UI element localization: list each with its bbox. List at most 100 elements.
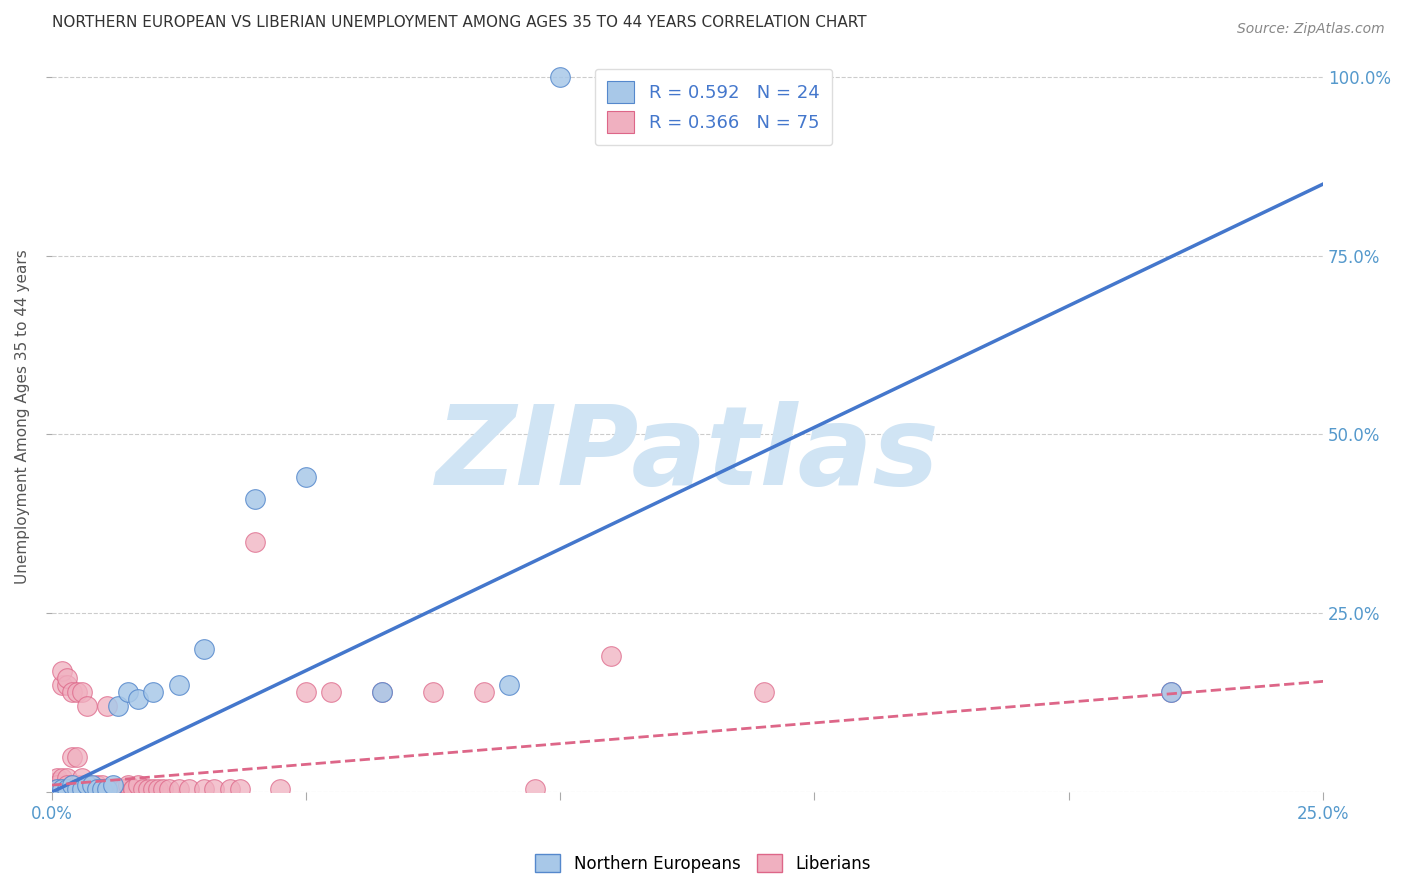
Point xyxy=(76,781,98,796)
Point xyxy=(56,671,79,685)
Point xyxy=(107,781,129,796)
Point xyxy=(45,781,67,796)
Point xyxy=(752,685,775,699)
Point xyxy=(127,692,149,706)
Point xyxy=(148,781,170,796)
Point xyxy=(193,642,215,657)
Point xyxy=(66,749,89,764)
Point xyxy=(142,781,165,796)
Point xyxy=(107,699,129,714)
Point xyxy=(70,781,93,796)
Point xyxy=(167,678,190,692)
Point xyxy=(51,781,73,796)
Point xyxy=(96,781,118,796)
Point xyxy=(142,685,165,699)
Point xyxy=(91,778,114,792)
Point xyxy=(122,781,145,796)
Point xyxy=(51,664,73,678)
Point xyxy=(1160,685,1182,699)
Point xyxy=(295,685,318,699)
Point xyxy=(60,685,83,699)
Point xyxy=(76,781,98,796)
Point xyxy=(101,781,124,796)
Point xyxy=(45,778,67,792)
Point xyxy=(132,781,155,796)
Point xyxy=(51,771,73,785)
Point xyxy=(136,781,159,796)
Point xyxy=(70,771,93,785)
Point xyxy=(45,781,67,796)
Legend: R = 0.592   N = 24, R = 0.366   N = 75: R = 0.592 N = 24, R = 0.366 N = 75 xyxy=(595,69,832,145)
Point xyxy=(111,781,134,796)
Point xyxy=(229,781,252,796)
Point xyxy=(269,781,291,796)
Point xyxy=(600,649,623,664)
Point xyxy=(56,771,79,785)
Point xyxy=(177,781,200,796)
Point xyxy=(76,778,98,792)
Point xyxy=(422,685,444,699)
Point xyxy=(117,778,139,792)
Point xyxy=(56,781,79,796)
Y-axis label: Unemployment Among Ages 35 to 44 years: Unemployment Among Ages 35 to 44 years xyxy=(15,249,30,584)
Point xyxy=(111,781,134,796)
Point xyxy=(523,781,546,796)
Point xyxy=(91,781,114,796)
Point xyxy=(86,781,108,796)
Point xyxy=(122,781,145,796)
Text: NORTHERN EUROPEAN VS LIBERIAN UNEMPLOYMENT AMONG AGES 35 TO 44 YEARS CORRELATION: NORTHERN EUROPEAN VS LIBERIAN UNEMPLOYME… xyxy=(52,15,866,30)
Point xyxy=(51,678,73,692)
Legend: Northern Europeans, Liberians: Northern Europeans, Liberians xyxy=(529,847,877,880)
Point xyxy=(101,781,124,796)
Point xyxy=(82,781,104,796)
Point xyxy=(66,781,89,796)
Point xyxy=(371,685,394,699)
Point xyxy=(82,778,104,792)
Point xyxy=(91,781,114,796)
Point xyxy=(127,778,149,792)
Point xyxy=(321,685,343,699)
Point xyxy=(96,699,118,714)
Point xyxy=(45,781,67,796)
Point xyxy=(1160,685,1182,699)
Point xyxy=(66,685,89,699)
Point xyxy=(295,470,318,484)
Point xyxy=(70,781,93,796)
Point xyxy=(86,778,108,792)
Point xyxy=(70,685,93,699)
Point xyxy=(60,778,83,792)
Point xyxy=(101,778,124,792)
Point xyxy=(243,491,266,506)
Point xyxy=(60,781,83,796)
Point xyxy=(45,781,67,796)
Point xyxy=(202,781,225,796)
Point xyxy=(60,778,83,792)
Point xyxy=(56,778,79,792)
Point xyxy=(472,685,495,699)
Point xyxy=(167,781,190,796)
Point xyxy=(548,70,571,84)
Point xyxy=(66,781,89,796)
Text: Source: ZipAtlas.com: Source: ZipAtlas.com xyxy=(1237,22,1385,37)
Point xyxy=(117,685,139,699)
Point xyxy=(45,778,67,792)
Point xyxy=(96,781,118,796)
Text: ZIPatlas: ZIPatlas xyxy=(436,401,939,508)
Point xyxy=(66,778,89,792)
Point xyxy=(498,678,520,692)
Point xyxy=(45,771,67,785)
Point xyxy=(157,781,180,796)
Point xyxy=(51,781,73,796)
Point xyxy=(82,781,104,796)
Point xyxy=(45,774,67,789)
Point xyxy=(60,749,83,764)
Point xyxy=(45,781,67,796)
Point xyxy=(76,699,98,714)
Point xyxy=(193,781,215,796)
Point xyxy=(70,778,93,792)
Point xyxy=(218,781,240,796)
Point xyxy=(371,685,394,699)
Point xyxy=(152,781,174,796)
Point xyxy=(56,678,79,692)
Point xyxy=(243,534,266,549)
